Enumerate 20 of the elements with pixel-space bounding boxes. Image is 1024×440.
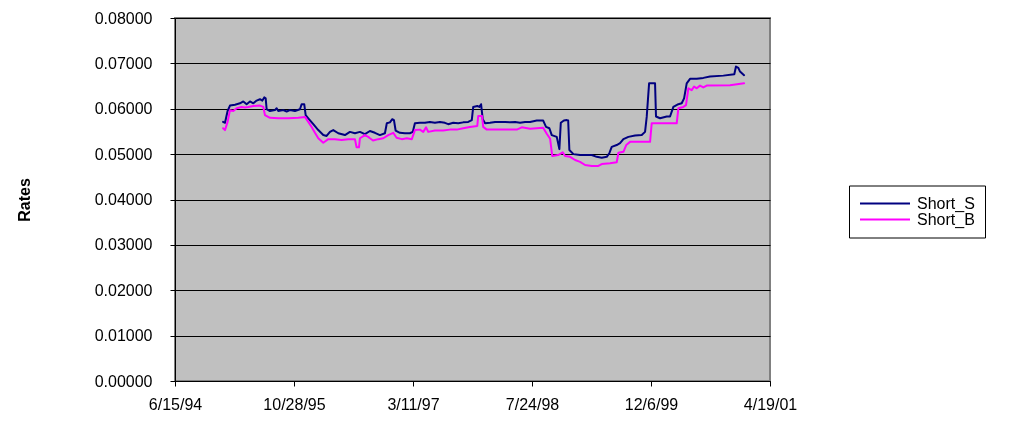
y-axis-title: Rates bbox=[15, 178, 33, 222]
x-tick-label: 7/24/98 bbox=[505, 395, 560, 413]
y-tick-label: 0.03000 bbox=[94, 236, 153, 254]
x-tick-label: 6/15/94 bbox=[148, 395, 203, 413]
y-tick-label: 0.01000 bbox=[94, 327, 153, 345]
line-series bbox=[222, 65, 746, 159]
x-tick-label: 12/6/99 bbox=[624, 395, 679, 413]
line-series bbox=[222, 82, 746, 167]
y-tick-label: 0.08000 bbox=[94, 9, 153, 27]
x-tick-label: 3/11/97 bbox=[387, 395, 440, 413]
legend-label: Short_S bbox=[917, 194, 975, 213]
y-tick-label: 0.02000 bbox=[94, 281, 153, 299]
x-tick-label: 4/19/01 bbox=[743, 395, 798, 413]
y-tick-label: 0.06000 bbox=[94, 100, 153, 118]
y-tick-label: 0.04000 bbox=[94, 191, 153, 208]
legend-label: Short_B bbox=[917, 210, 975, 229]
y-tick-label: 0.00000 bbox=[94, 372, 153, 390]
y-tick-label: 0.05000 bbox=[94, 145, 153, 163]
y-tick-label: 0.07000 bbox=[94, 54, 153, 72]
x-tick-label: 10/28/95 bbox=[263, 395, 326, 413]
